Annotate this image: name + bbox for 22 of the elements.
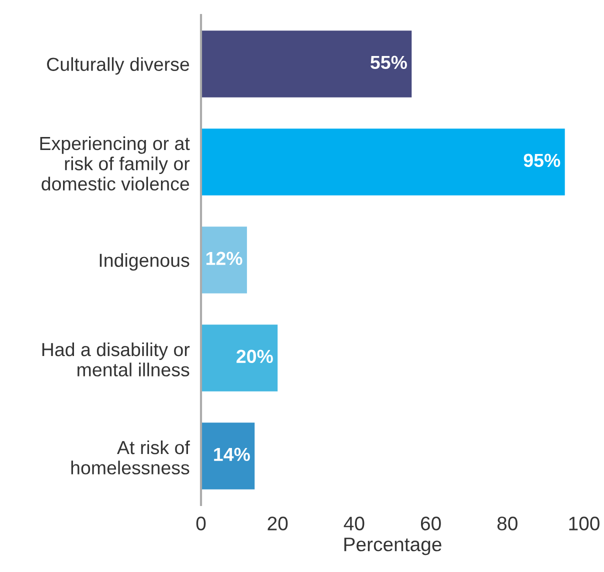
data-label: 95% — [524, 154, 560, 168]
y-tick-label: Experiencing or at risk of family or domestic violence — [40, 136, 190, 191]
bar — [201, 30, 412, 98]
y-tick-label: Indigenous — [100, 253, 190, 271]
x-tick-label: 0 — [196, 516, 206, 530]
y-tick-label: Culturally diverse — [47, 57, 190, 75]
bar — [201, 324, 278, 392]
y-tick-label: At risk of homelessness — [71, 440, 190, 474]
data-label: 12% — [206, 252, 242, 265]
data-label: 20% — [236, 350, 273, 364]
x-tick-label: 80 — [497, 516, 518, 530]
bar — [201, 226, 247, 294]
x-tick-label: 60 — [420, 516, 441, 530]
x-tick-label: 20 — [268, 516, 288, 530]
x-axis-title: Percentage — [344, 538, 442, 556]
x-tick-label: 40 — [344, 516, 364, 530]
data-label: 14% — [214, 448, 250, 461]
y-tick-label: Had a disability or mental illness — [42, 342, 190, 376]
bar — [201, 422, 255, 490]
data-label: 55% — [370, 56, 407, 70]
x-tick-label: 100 — [569, 516, 600, 530]
bar — [201, 128, 565, 196]
